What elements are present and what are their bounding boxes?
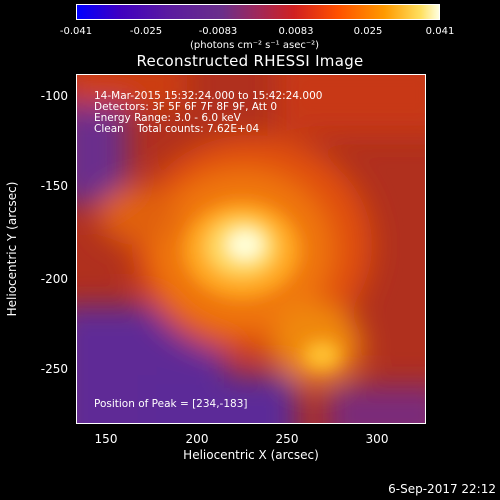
emission-core [304,341,340,369]
annotation-method: Clean Total counts: 7.62E+04 [94,123,260,135]
colorbar-tick: -0.0083 [198,26,238,37]
x-axis-label: Heliocentric X (arcsec) [183,448,319,462]
colorbar-tick: 0.0083 [278,26,314,37]
chart-title: Reconstructed RHESSI Image [136,52,364,70]
plot-date: 6-Sep-2017 22:12 [388,482,496,496]
colorbar [76,4,440,20]
x-tick-label: 250 [275,432,299,446]
annotation-detectors: Detectors: 3F 5F 6F 7F 8F 9F, Att 0 [94,101,278,113]
annotation-energy: Energy Range: 3.0 - 6.0 keV [94,112,241,124]
image-plot [76,74,426,424]
y-tick-label: -200 [40,272,68,286]
heatmap-image [77,75,425,423]
emission-halo [97,185,177,245]
colorbar-units: (photons cm⁻² s⁻¹ asec⁻²) [190,40,320,51]
x-tick-label: 150 [94,432,118,446]
y-axis-label: Heliocentric Y (arcsec) [5,181,19,317]
colorbar-tick: -0.041 [59,26,93,37]
colorbar-tick: 0.025 [353,26,383,37]
mid-region [77,75,187,105]
annotation-time: 14-Mar-2015 15:32:24.000 to 15:42:24.000 [94,90,323,102]
emission-peak [227,230,263,260]
y-tick-label: -250 [40,362,68,376]
dark-region [327,385,425,423]
colorbar-tick: 0.041 [425,26,455,37]
colorbar-tick: -0.025 [129,26,163,37]
annotation-peak: Position of Peak = [234,-183] [94,398,248,410]
x-tick-label: 200 [185,432,209,446]
dark-region [77,95,127,205]
y-tick-label: -150 [40,179,68,193]
y-tick-label: -100 [40,89,68,103]
x-tick-label: 300 [365,432,389,446]
dark-region [147,375,297,423]
mid-region [277,75,425,135]
